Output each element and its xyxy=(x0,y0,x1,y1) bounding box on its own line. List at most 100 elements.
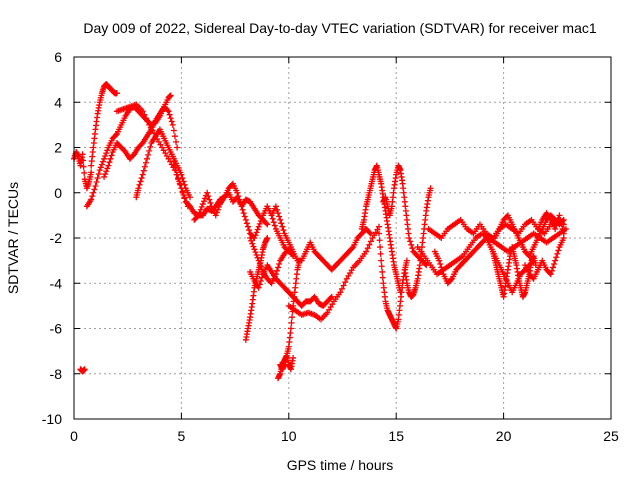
data-point xyxy=(548,267,555,274)
y-tick-label: -2 xyxy=(50,230,63,246)
data-point xyxy=(176,178,183,185)
data-point xyxy=(560,230,567,237)
data-point xyxy=(141,111,148,118)
data-point xyxy=(173,167,180,174)
data-point xyxy=(367,238,374,245)
y-tick-label: 6 xyxy=(54,49,62,65)
data-point xyxy=(255,284,262,291)
series-track-17 xyxy=(358,162,404,296)
data-point xyxy=(253,229,260,236)
data-point xyxy=(235,193,242,200)
data-point xyxy=(269,215,276,222)
series-track-21 xyxy=(414,225,569,278)
data-point xyxy=(257,218,264,225)
data-point xyxy=(166,111,173,118)
data-point xyxy=(139,171,146,178)
data-point xyxy=(199,201,206,208)
data-point xyxy=(103,150,110,157)
data-point xyxy=(551,261,558,268)
data-point xyxy=(88,196,95,203)
data-point xyxy=(80,163,87,170)
data-point xyxy=(258,215,265,222)
data-point xyxy=(196,209,203,216)
y-tick-label: -10 xyxy=(42,411,62,427)
data-point xyxy=(108,152,115,159)
data-point xyxy=(438,264,445,271)
series-track-19 xyxy=(380,162,430,269)
data-point xyxy=(338,285,345,292)
data-point xyxy=(256,260,263,267)
data-point xyxy=(403,257,410,264)
data-point xyxy=(164,107,171,114)
data-point xyxy=(79,151,86,158)
data-point xyxy=(250,243,257,250)
data-point xyxy=(553,254,560,261)
data-point xyxy=(101,155,108,162)
data-point xyxy=(174,144,181,151)
data-point xyxy=(177,181,184,188)
data-point xyxy=(406,235,413,241)
data-point xyxy=(98,161,105,168)
data-point xyxy=(376,223,383,230)
data-point xyxy=(288,319,295,326)
data-point xyxy=(239,206,246,213)
data-point xyxy=(178,185,185,192)
data-point xyxy=(340,282,347,289)
data-point xyxy=(81,366,88,373)
data-point xyxy=(271,222,278,229)
data-point xyxy=(246,227,253,234)
data-point xyxy=(195,212,202,219)
data-point xyxy=(214,206,221,213)
data-point xyxy=(180,192,187,199)
data-point xyxy=(186,194,193,201)
data-point xyxy=(215,203,222,210)
data-point xyxy=(559,225,566,232)
series-track-02 xyxy=(77,366,88,375)
data-marks xyxy=(71,81,569,382)
data-point xyxy=(379,274,386,281)
series-track-27 xyxy=(534,210,567,237)
data-point xyxy=(105,162,112,169)
data-point xyxy=(257,263,264,270)
data-point xyxy=(276,213,283,220)
y-tick-label: 4 xyxy=(54,94,62,110)
data-point xyxy=(137,178,144,185)
data-point xyxy=(165,108,172,115)
data-point xyxy=(169,153,176,160)
data-point xyxy=(337,289,344,296)
data-point xyxy=(200,198,207,205)
data-point xyxy=(253,251,260,258)
data-point xyxy=(427,185,434,192)
data-point xyxy=(212,212,219,219)
series-track-11 xyxy=(247,235,297,287)
data-point xyxy=(240,210,247,217)
data-point xyxy=(349,245,356,252)
data-point xyxy=(142,159,149,166)
data-point xyxy=(102,152,109,159)
data-point xyxy=(554,250,561,257)
data-point xyxy=(94,175,101,182)
data-point xyxy=(92,182,99,189)
data-point xyxy=(136,181,143,188)
data-point xyxy=(170,127,177,134)
data-point xyxy=(367,230,374,237)
data-point xyxy=(194,213,201,220)
data-point xyxy=(558,221,565,228)
data-point xyxy=(102,171,109,178)
data-point xyxy=(141,163,148,170)
data-point xyxy=(171,133,178,140)
data-point xyxy=(364,245,371,252)
series-track-18 xyxy=(376,230,410,332)
grid xyxy=(74,57,611,419)
series-track-12 xyxy=(247,262,335,309)
data-point xyxy=(255,257,262,264)
series-track-07 xyxy=(133,126,193,201)
data-point xyxy=(437,261,444,268)
data-point xyxy=(140,167,147,174)
y-tick-label: 2 xyxy=(54,140,62,156)
data-point xyxy=(175,175,182,182)
data-point xyxy=(378,257,385,264)
data-point xyxy=(327,294,334,301)
data-point xyxy=(270,219,277,226)
